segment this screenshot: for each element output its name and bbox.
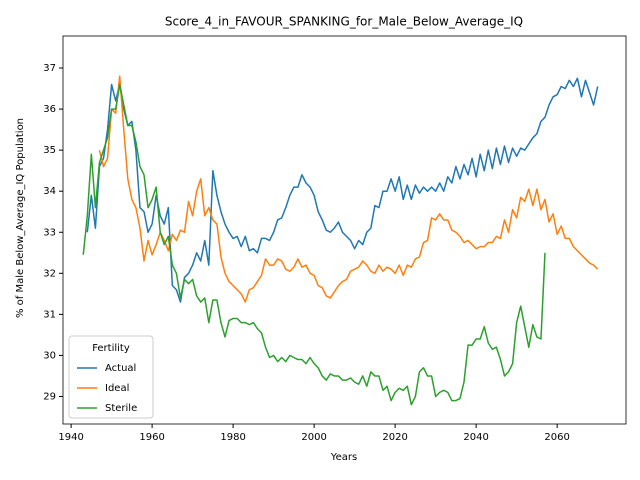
y-tick-label: 37: [43, 63, 56, 74]
line: [86, 77, 599, 303]
x-tick-label: 1960: [139, 432, 164, 443]
chart-title: Score_4_in_FAVOUR_SPANKING_for_Male_Belo…: [165, 15, 523, 29]
y-tick-label: 31: [43, 309, 56, 320]
x-tick-label: 1980: [220, 432, 245, 443]
x-tick-label: 1940: [58, 432, 83, 443]
x-tick-label: 2060: [544, 432, 569, 443]
x-tick-label: 2000: [301, 432, 326, 443]
legend-label: Ideal: [105, 383, 129, 394]
y-tick-label: 34: [43, 186, 56, 197]
y-tick-label: 35: [43, 145, 56, 156]
line: [82, 83, 546, 406]
x-tick-label: 2040: [463, 432, 488, 443]
plot-frame: [62, 35, 627, 425]
y-tick-label: 29: [43, 391, 56, 402]
legend-title: Fertility: [92, 343, 130, 354]
x-axis-label: Years: [330, 452, 357, 463]
y-axis-label: % of Male Below_Average_IQ Population: [15, 118, 26, 318]
y-tick-label: 33: [43, 227, 56, 238]
legend-label: Actual: [105, 363, 136, 374]
line: [98, 75, 599, 303]
x-tick-label: 2020: [382, 432, 407, 443]
legend-label: Sterile: [105, 403, 137, 414]
y-tick-label: 30: [43, 350, 56, 361]
legend: Fertility Actual Ideal Sterile: [68, 335, 154, 419]
y-tick-label: 32: [43, 268, 56, 279]
y-tick-label: 36: [43, 104, 56, 115]
legend-box: [68, 335, 154, 419]
